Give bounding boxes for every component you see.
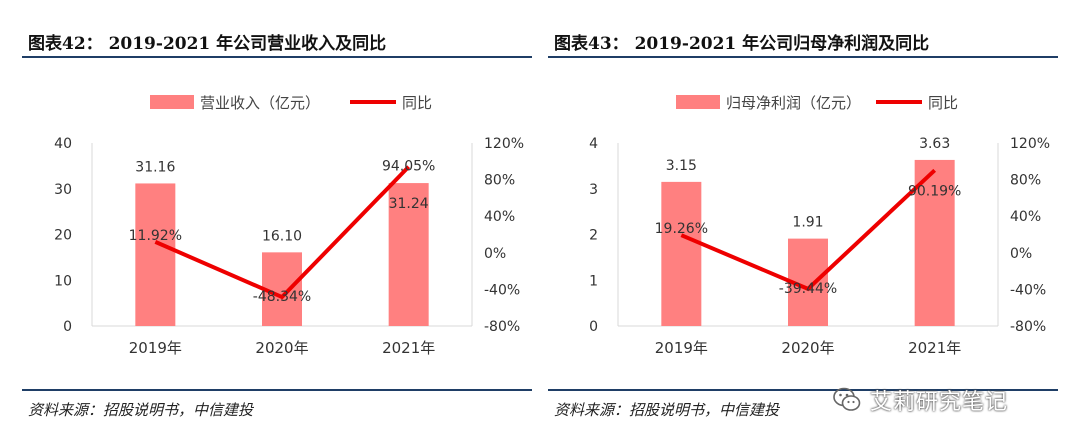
y-right-tick-label: 80% bbox=[1010, 173, 1041, 189]
y-left-tick-label: 0 bbox=[589, 319, 598, 335]
y-right-tick-label: 0% bbox=[484, 246, 506, 262]
y-right-tick-label: -40% bbox=[1010, 282, 1046, 298]
line-value-label: 90.19% bbox=[908, 183, 961, 199]
y-left-tick-label: 40 bbox=[54, 136, 72, 152]
bar bbox=[135, 183, 176, 326]
yoy-line bbox=[154, 165, 411, 300]
footer-rule bbox=[548, 389, 1058, 391]
y-left-tick-label: 1 bbox=[589, 273, 598, 289]
y-right-tick-label: -80% bbox=[1010, 319, 1046, 335]
y-right-tick-label: 40% bbox=[1010, 209, 1041, 225]
x-tick-label: 2020年 bbox=[781, 339, 834, 357]
legend-bar-swatch bbox=[150, 95, 194, 109]
bar-value-label: 3.63 bbox=[919, 136, 950, 152]
bar-value-label: 3.15 bbox=[666, 158, 697, 174]
legend-bar-swatch bbox=[676, 95, 720, 109]
y-left-tick-label: 2 bbox=[589, 228, 598, 244]
legend-bar-label: 归母净利润（亿元） bbox=[726, 94, 861, 112]
legend-bar-label: 营业收入（亿元） bbox=[200, 94, 320, 112]
y-left-tick-label: 4 bbox=[589, 136, 598, 152]
bar-value-label: 16.10 bbox=[262, 228, 302, 244]
y-right-tick-label: -40% bbox=[484, 282, 520, 298]
bar bbox=[914, 159, 955, 326]
net-profit-chart: 归母净利润（亿元） 同比 0 1 2 3 4 -80% -40% 0% 40% 80% 120% 2019… bbox=[589, 94, 1050, 357]
y-left-tick-label: 20 bbox=[54, 228, 72, 244]
line-value-label: 94.05% bbox=[382, 159, 435, 175]
source-note: 资料来源：招股说明书，中信建投 bbox=[28, 401, 254, 419]
footer-rule bbox=[22, 389, 532, 391]
bar-value-label: 1.91 bbox=[792, 215, 823, 231]
chart-panel-revenue: 图表42： 2019-2021 年公司营业收入及同比 营业收入（亿元） 同比 0 10… bbox=[22, 0, 542, 445]
legend-line-label: 同比 bbox=[928, 94, 958, 112]
y-right-tick-label: -80% bbox=[484, 319, 520, 335]
y-left-tick-label: 30 bbox=[54, 182, 72, 198]
x-tick-label: 2021年 bbox=[382, 339, 435, 357]
chart-title: 图表42： 2019-2021 年公司营业收入及同比 bbox=[28, 34, 387, 54]
y-right-tick-label: 120% bbox=[1010, 136, 1050, 152]
x-tick-label: 2021年 bbox=[908, 339, 961, 357]
y-right-tick-label: 120% bbox=[484, 136, 524, 152]
y-right-tick-label: 40% bbox=[484, 209, 515, 225]
x-tick-label: 2020年 bbox=[255, 339, 308, 357]
y-left-tick-label: 0 bbox=[63, 319, 72, 335]
line-value-label: -48.34% bbox=[253, 289, 311, 305]
y-left-tick-label: 3 bbox=[589, 182, 598, 198]
x-tick-label: 2019年 bbox=[129, 339, 182, 357]
chart-panel-net-profit: 图表43： 2019-2021 年公司归母净利润及同比 归母净利润（亿元） 同比 0… bbox=[548, 0, 1068, 445]
source-note: 资料来源：招股说明书，中信建投 bbox=[554, 401, 780, 419]
yoy-line bbox=[680, 168, 937, 292]
title-rule bbox=[22, 56, 532, 58]
chart-title: 图表43： 2019-2021 年公司归母净利润及同比 bbox=[554, 34, 930, 54]
watermark-text: 艾莉研究笔记 bbox=[870, 390, 1009, 415]
revenue-chart: 营业收入（亿元） 同比 0 10 20 30 40 -80% -40% 0% 40% 80% 120% 2… bbox=[54, 94, 524, 357]
bar-value-label: 31.24 bbox=[389, 196, 429, 212]
legend-line-label: 同比 bbox=[402, 94, 432, 112]
bar-value-label: 31.16 bbox=[135, 159, 175, 175]
title-rule bbox=[548, 56, 1058, 58]
bar bbox=[661, 181, 702, 326]
line-value-label: 19.26% bbox=[655, 221, 708, 237]
y-left-tick-label: 10 bbox=[54, 273, 72, 289]
watermark: 艾莉研究笔记 bbox=[832, 383, 1008, 417]
line-value-label: 11.92% bbox=[129, 228, 182, 244]
x-tick-label: 2019年 bbox=[655, 339, 708, 357]
wechat-icon bbox=[833, 387, 861, 411]
line-value-label: -39.44% bbox=[779, 281, 837, 297]
y-right-tick-label: 0% bbox=[1010, 246, 1032, 262]
y-right-tick-label: 80% bbox=[484, 173, 515, 189]
bar bbox=[388, 183, 429, 326]
